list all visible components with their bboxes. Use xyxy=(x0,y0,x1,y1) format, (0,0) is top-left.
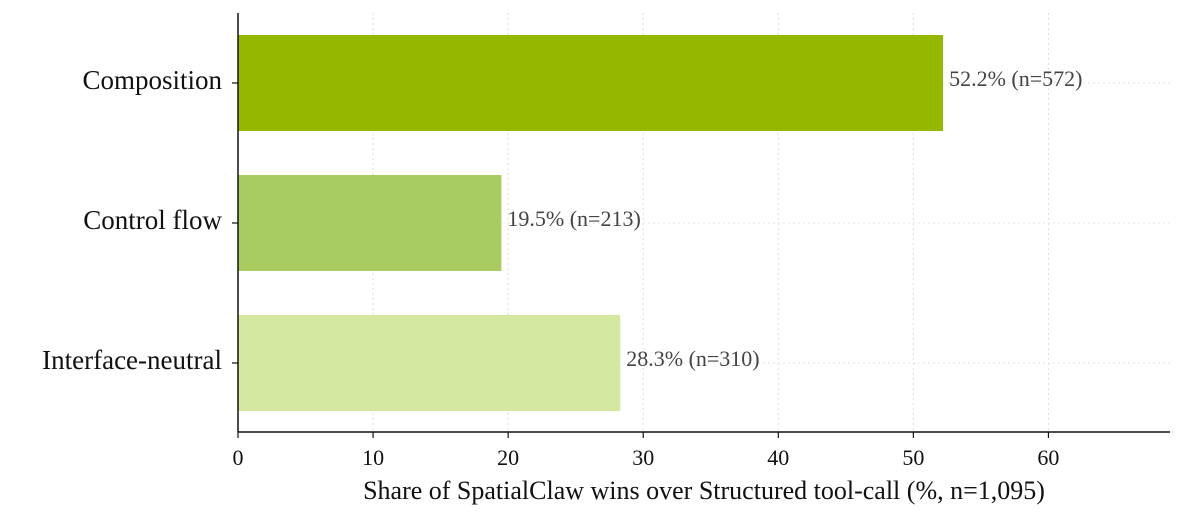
x-tick-label: 10 xyxy=(362,445,384,470)
bar xyxy=(238,175,502,271)
x-tick-label: 0 xyxy=(233,445,244,470)
y-tick-label: Interface-neutral xyxy=(42,345,222,375)
bar xyxy=(238,35,944,131)
value-label: 19.5% (n=213) xyxy=(507,206,640,231)
x-axis-label: Share of SpatialClaw wins over Structure… xyxy=(363,476,1045,505)
value-label: 28.3% (n=310) xyxy=(626,346,759,371)
x-tick-label: 20 xyxy=(497,445,519,470)
bar xyxy=(238,315,621,411)
x-tick-label: 60 xyxy=(1037,445,1059,470)
x-tick-label: 40 xyxy=(767,445,789,470)
x-tick-label: 50 xyxy=(902,445,924,470)
value-label: 52.2% (n=572) xyxy=(949,66,1082,91)
y-tick-label: Composition xyxy=(82,65,222,95)
x-tick-label: 30 xyxy=(632,445,654,470)
y-tick-label: Control flow xyxy=(83,205,222,235)
